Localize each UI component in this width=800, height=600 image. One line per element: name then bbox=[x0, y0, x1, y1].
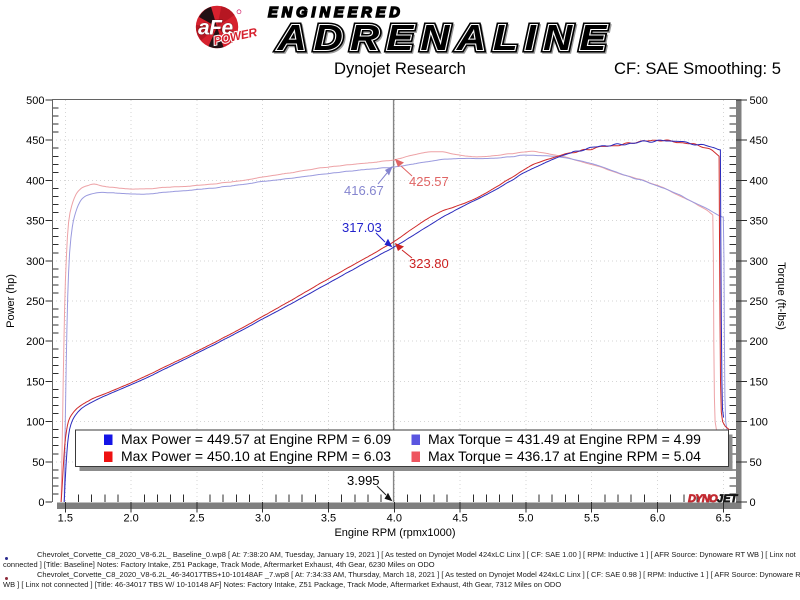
svg-text:ENGINEERED: ENGINEERED bbox=[268, 5, 404, 21]
svg-text:150: 150 bbox=[750, 376, 768, 388]
svg-text:Power (hp): Power (hp) bbox=[5, 274, 17, 328]
svg-text:1.5: 1.5 bbox=[58, 513, 73, 525]
svg-text:Max Power = 450.10 at Engine R: Max Power = 450.10 at Engine RPM = 6.03 bbox=[121, 448, 391, 464]
svg-text:Max Torque = 431.49 at Engine: Max Torque = 431.49 at Engine RPM = 4.99 bbox=[428, 431, 701, 447]
svg-text:200: 200 bbox=[750, 336, 768, 348]
svg-text:5.0: 5.0 bbox=[518, 513, 533, 525]
svg-text:300: 300 bbox=[750, 256, 768, 268]
svg-text:JET: JET bbox=[717, 493, 738, 505]
svg-text:416.67: 416.67 bbox=[344, 183, 384, 198]
svg-text:3.0: 3.0 bbox=[255, 513, 270, 525]
svg-text:Engine RPM (rpmx1000): Engine RPM (rpmx1000) bbox=[334, 527, 455, 539]
svg-text:4.0: 4.0 bbox=[387, 513, 402, 525]
svg-text:ADRENALINE: ADRENALINE bbox=[278, 19, 615, 60]
svg-text:2.5: 2.5 bbox=[189, 513, 204, 525]
svg-text:6.0: 6.0 bbox=[650, 513, 665, 525]
svg-text:2.0: 2.0 bbox=[123, 513, 138, 525]
svg-text:3.995: 3.995 bbox=[347, 473, 380, 488]
svg-text:500: 500 bbox=[26, 95, 44, 107]
svg-text:0: 0 bbox=[750, 497, 756, 509]
svg-text:Max Torque = 436.17 at Engine: Max Torque = 436.17 at Engine RPM = 5.04 bbox=[428, 448, 701, 464]
svg-text:100: 100 bbox=[26, 417, 44, 429]
svg-text:100: 100 bbox=[750, 417, 768, 429]
svg-text:6.5: 6.5 bbox=[716, 513, 731, 525]
svg-text:250: 250 bbox=[26, 296, 44, 308]
svg-text:4.5: 4.5 bbox=[452, 513, 467, 525]
svg-text:5.5: 5.5 bbox=[584, 513, 599, 525]
svg-text:Torque (ft-lbs): Torque (ft-lbs) bbox=[775, 262, 787, 330]
svg-text:323.80: 323.80 bbox=[409, 256, 449, 271]
svg-text:500: 500 bbox=[750, 95, 768, 107]
svg-text:ADRENALINE: ADRENALINE bbox=[276, 18, 613, 59]
svg-text:3.5: 3.5 bbox=[321, 513, 336, 525]
svg-text:0: 0 bbox=[38, 497, 44, 509]
svg-text:400: 400 bbox=[26, 175, 44, 187]
svg-text:400: 400 bbox=[750, 175, 768, 187]
svg-text:250: 250 bbox=[750, 296, 768, 308]
svg-text:50: 50 bbox=[750, 457, 762, 469]
svg-text:450: 450 bbox=[750, 135, 768, 147]
svg-text:150: 150 bbox=[26, 376, 44, 388]
svg-text:ADRENALINE: ADRENALINE bbox=[276, 18, 613, 59]
svg-text:350: 350 bbox=[26, 216, 44, 228]
svg-text:DYNO: DYNO bbox=[688, 493, 718, 505]
svg-text:317.03: 317.03 bbox=[342, 220, 382, 235]
svg-text:aFe: aFe bbox=[198, 16, 234, 39]
svg-text:350: 350 bbox=[750, 216, 768, 228]
svg-text:300: 300 bbox=[26, 256, 44, 268]
svg-text:ADRENALINE: ADRENALINE bbox=[276, 18, 613, 59]
svg-text:425.57: 425.57 bbox=[409, 174, 449, 189]
svg-text:50: 50 bbox=[32, 457, 44, 469]
svg-text:450: 450 bbox=[26, 135, 44, 147]
svg-text:200: 200 bbox=[26, 336, 44, 348]
svg-text:Max Power = 449.57 at Engine R: Max Power = 449.57 at Engine RPM = 6.09 bbox=[121, 431, 391, 447]
